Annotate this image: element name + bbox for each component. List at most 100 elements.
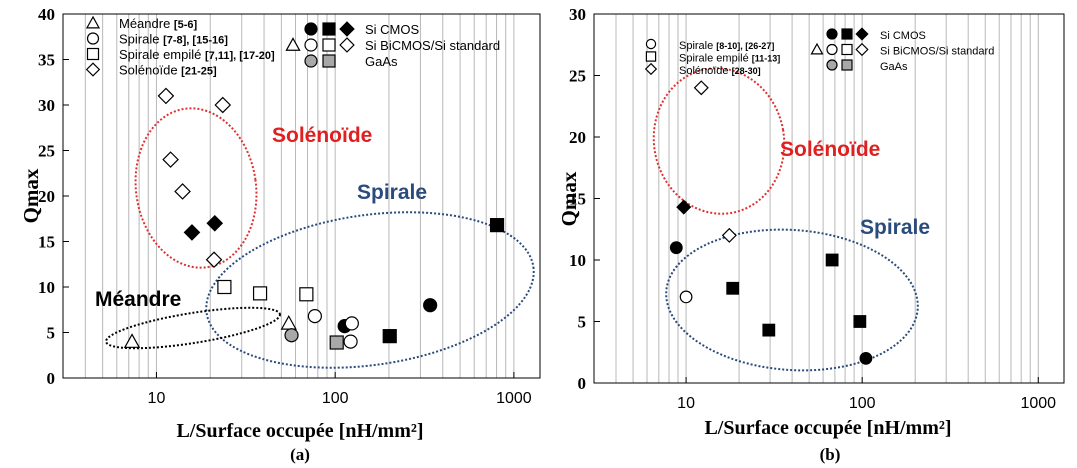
legend-tech-marker-square	[322, 22, 336, 36]
data-point-triangle	[280, 315, 297, 330]
y-tick-label: 20	[38, 187, 55, 206]
data-point-circle	[344, 316, 359, 331]
legend-entry-label: Spirale [8-10], [26-27]	[679, 40, 774, 52]
legend-entry-label: Spirale [7-8], [15-16]	[119, 32, 228, 47]
x-tick-label: 1000	[1020, 395, 1056, 412]
legend-tech-marker-diamond	[339, 21, 355, 37]
data-point-square	[217, 279, 232, 295]
panel-a-legend-types: Méandre [5-6]Spirale [7-8], [15-16]Spira…	[85, 15, 275, 78]
panel-b-legend: Spirale [8-10], [26-27]Spirale empilé [1…	[644, 27, 994, 77]
legend-entry-label: Solénoïde [21-25]	[119, 63, 217, 78]
legend-marker-circle	[86, 32, 100, 45]
data-point-diamond	[206, 214, 224, 232]
legend-entry-label: Spirale empilé [11-13]	[679, 53, 780, 65]
legend-tech-label: Si BiCMOS/Si standard	[880, 46, 994, 58]
y-tick-label: 20	[569, 128, 586, 147]
panel-b-legend-types: Spirale [8-10], [26-27]Spirale empilé [1…	[644, 38, 780, 77]
panel-a-label: (a)	[290, 445, 310, 464]
panel-b-cluster-ellipses	[652, 67, 919, 372]
legend-tech-marker-circle	[304, 54, 318, 68]
solenoide-cluster-ellipse	[134, 107, 258, 269]
data-point-diamond	[205, 251, 223, 269]
legend-tech-label: GaAs	[880, 61, 908, 73]
panel-a-y-axis-label: Qmax	[19, 168, 43, 223]
panel-a-x-axis-label: L/Surface occupée [nH/mm²]	[176, 420, 423, 442]
data-point-square	[299, 287, 314, 302]
panel-b-x-axis-label: L/Surface occupée [nH/mm²]	[704, 417, 951, 439]
data-point-diamond	[693, 80, 709, 96]
data-point-circle	[859, 352, 873, 365]
y-tick-label: 5	[578, 313, 587, 332]
data-point-diamond	[183, 224, 201, 241]
panel-a-data-points	[123, 87, 505, 350]
legend-marker-triangle	[85, 15, 101, 29]
solenoide-cluster-ellipse	[652, 67, 786, 215]
y-tick-label: 30	[569, 5, 586, 24]
legend-marker-diamond	[85, 62, 101, 77]
y-tick-label: 15	[569, 190, 586, 209]
legend-tech-marker-circle	[304, 22, 318, 36]
legend-marker-square	[86, 47, 100, 61]
data-point-circle	[679, 290, 693, 304]
legend-tech-marker-triangle	[285, 37, 301, 51]
x-tick-label: 10	[677, 395, 695, 412]
x-tick-label: 100	[322, 390, 349, 407]
data-point-square	[726, 281, 740, 295]
y-tick-label: 30	[38, 96, 55, 115]
data-point-diamond	[214, 96, 232, 114]
legend-tech-label: GaAs	[365, 54, 398, 69]
legend-marker-circle	[645, 38, 657, 50]
meandre-cluster-ellipse	[105, 306, 281, 350]
y-tick-label: 10	[38, 278, 55, 297]
legend-tech-marker-triangle	[810, 42, 824, 55]
data-point-square	[762, 323, 776, 337]
spirale-cluster-ellipse	[665, 228, 919, 372]
data-point-diamond	[157, 87, 175, 105]
y-tick-label: 15	[38, 233, 55, 252]
legend-entry-label: Spirale empilé [7,11], [17-20]	[119, 47, 275, 62]
data-point-circle	[307, 309, 322, 324]
panel-b-label: (b)	[820, 445, 841, 464]
data-point-square	[329, 335, 344, 350]
y-tick-label: 10	[569, 251, 586, 270]
data-point-square	[252, 286, 268, 301]
x-tick-label: 10	[148, 390, 166, 407]
legend-tech-marker-square	[841, 43, 853, 56]
data-point-circle	[343, 334, 358, 349]
x-tick-label: 100	[849, 395, 876, 412]
data-point-square	[489, 218, 505, 233]
annotation-solenoide: Solénoïde	[780, 138, 880, 161]
annotation-meandre: Méandre	[95, 288, 181, 311]
data-point-circle	[423, 298, 438, 313]
legend-entry-label: Solénoïde [28-30]	[679, 65, 761, 77]
legend-tech-marker-circle	[304, 38, 318, 52]
data-point-square	[382, 329, 397, 344]
legend-tech-marker-square	[841, 28, 853, 40]
legend-tech-marker-circle	[826, 28, 838, 40]
panel-b: 0 5 10 15 20 25 30 10 100 1000 Spirale [8-10], [2…	[557, 5, 1065, 464]
panel-b-legend-technologies: Si CMOS Si BiCMOS/Si standard GaAs	[810, 27, 994, 73]
data-point-diamond	[174, 183, 191, 200]
panel-b-ticks: 0 5 10 15 20 25 30 10 100 1000	[569, 5, 1056, 412]
annotation-spirale: Spirale	[860, 216, 930, 239]
legend-tech-marker-diamond	[855, 27, 869, 41]
x-tick-label: 1000	[496, 390, 532, 407]
y-tick-label: 0	[578, 374, 587, 393]
panel-a-cluster-ellipses	[105, 107, 535, 369]
y-tick-label: 0	[47, 369, 56, 388]
legend-marker-square	[645, 51, 657, 62]
panel-b-data-points	[669, 80, 873, 365]
data-point-square	[825, 253, 839, 267]
y-tick-label: 25	[569, 67, 586, 86]
data-point-diamond	[721, 227, 737, 243]
legend-tech-label: Si CMOS	[880, 30, 926, 42]
panel-b-grid	[593, 14, 1039, 383]
legend-tech-marker-square	[322, 38, 336, 52]
legend-tech-marker-diamond	[855, 42, 869, 57]
data-point-circle	[284, 328, 299, 343]
data-point-diamond	[676, 199, 692, 215]
legend-tech-label: Si BiCMOS/Si standard	[365, 38, 500, 53]
annotation-spirale: Spirale	[357, 181, 427, 204]
panel-b-y-axis-label: Qmax	[557, 171, 581, 226]
